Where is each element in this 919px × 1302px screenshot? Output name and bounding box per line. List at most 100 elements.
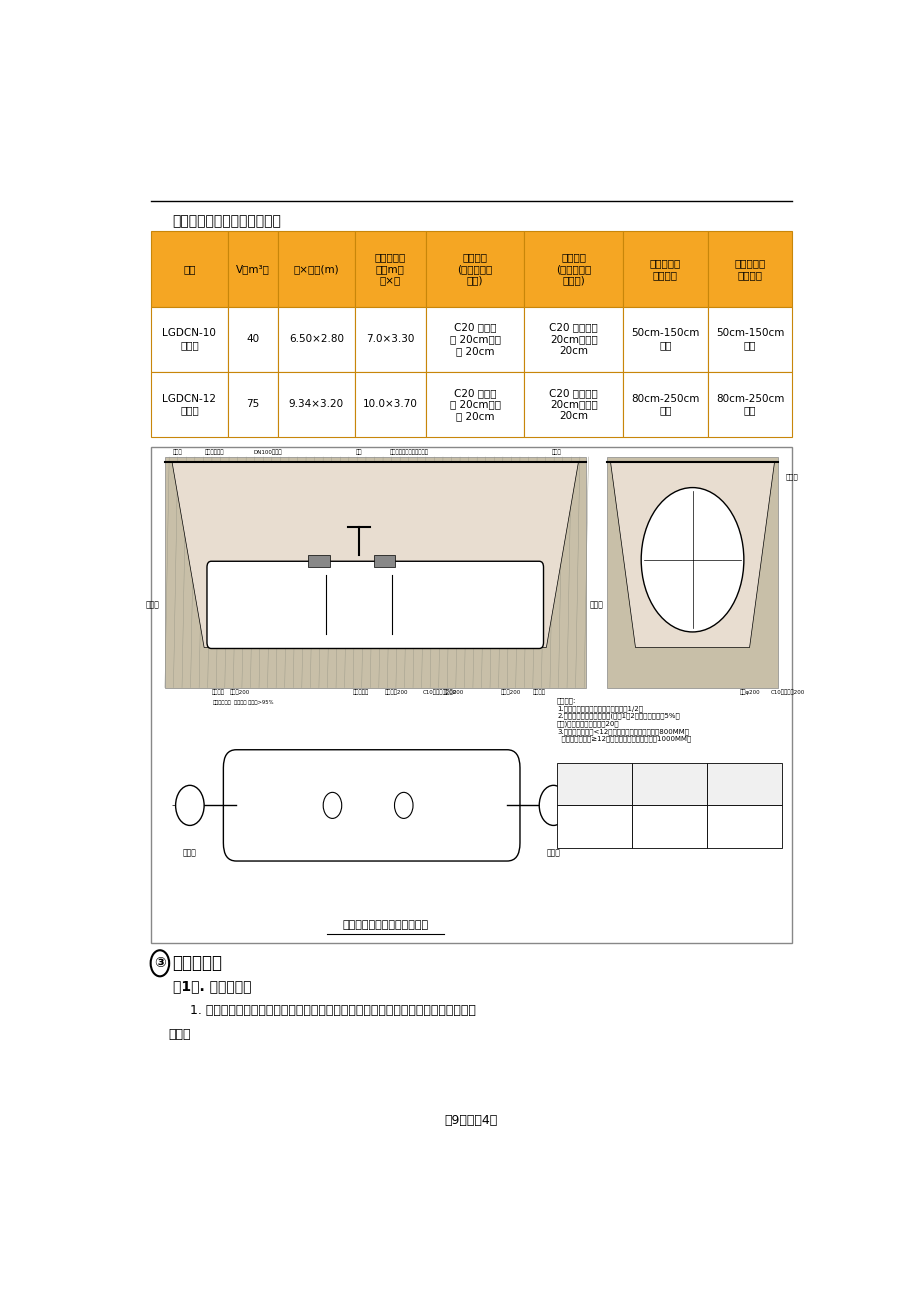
Bar (707, 306, 791, 372)
Text: ③: ③ (153, 956, 165, 970)
Text: 砂垫层200: 砂垫层200 (230, 690, 250, 695)
Circle shape (539, 785, 567, 825)
Text: 40: 40 (246, 335, 259, 344)
Bar (631, 806, 706, 848)
Bar (228, 306, 278, 372)
Text: C20 混凝土
厚 20cm＋黄
砂 20cm: C20 混凝土 厚 20cm＋黄 砂 20cm (449, 323, 500, 355)
Text: 黄土夯实 密实度>95%: 黄土夯实 密实度>95% (234, 699, 274, 704)
Text: 黄土夯实: 黄土夯实 (211, 690, 224, 695)
Text: 、安装流程: 、安装流程 (172, 954, 221, 973)
Text: 外径φ200: 外径φ200 (739, 690, 759, 695)
Text: C10级混凝土200: C10级混凝土200 (770, 690, 804, 695)
Text: 草坪、绿化带: 草坪、绿化带 (205, 449, 224, 454)
Text: 地基要求
(有地下水或
回填土): 地基要求 (有地下水或 回填土) (555, 253, 591, 285)
Text: 消防通道下化粪池安装示意图: 消防通道下化粪池安装示意图 (343, 921, 428, 930)
Bar (706, 806, 781, 848)
Text: 1. 根据信力坚化粪池的型号尺寸进行场地放线，在确定能保证产品尺寸的情况下进行: 1. 根据信力坚化粪池的型号尺寸进行场地放线，在确定能保证产品尺寸的情况下进行 (189, 1004, 475, 1017)
Text: 砂垫层200: 砂垫层200 (500, 690, 520, 695)
Text: 清掏口: 清掏口 (396, 848, 410, 857)
Text: 50cm-150cm
以内: 50cm-150cm 以内 (715, 328, 783, 350)
Circle shape (176, 785, 204, 825)
Text: C20 混凝土厚
20cm＋黄砂
20cm: C20 混凝土厚 20cm＋黄砂 20cm (549, 323, 597, 355)
Text: 人行道、消防通道下安装要求: 人行道、消防通道下安装要求 (172, 215, 280, 228)
Text: 共9页，第4页: 共9页，第4页 (445, 1115, 497, 1128)
Text: DN400: DN400 (732, 824, 755, 829)
Text: 地基无水时
覆土要求: 地基无水时 覆土要求 (649, 258, 680, 280)
Text: 外径φ: 外径φ (686, 547, 698, 552)
Text: 静石垫层200: 静石垫层200 (384, 690, 408, 695)
Bar (278, 372, 355, 437)
Bar (228, 372, 278, 437)
Bar (151, 232, 228, 306)
Bar (165, 457, 585, 687)
Bar (425, 232, 524, 306)
Text: 清掏口直径: 清掏口直径 (732, 781, 754, 788)
Bar (607, 457, 777, 687)
Text: 进水口: 进水口 (183, 848, 197, 857)
Circle shape (323, 793, 341, 819)
Text: 管罩: 管罩 (356, 449, 362, 454)
Bar (151, 447, 791, 943)
FancyBboxPatch shape (223, 750, 519, 861)
Text: 清掏口: 清掏口 (325, 848, 339, 857)
Text: 地基有水时
覆土要求: 地基有水时 覆土要求 (733, 258, 765, 280)
Text: 长×直径(m): 长×直径(m) (293, 264, 339, 273)
Bar (373, 555, 395, 568)
Bar (151, 306, 228, 372)
Text: 用于无地下水: 用于无地下水 (212, 699, 231, 704)
Text: 文字说明:
1.回填土之前必须将化粪池内蓄水至1/2；
2.枝是罐内、外抹防水砂浆(比例1：2，加水泥重量的5%防
水剂)，密勿刷并边抹，厚20；
3.化粪池有: 文字说明: 1.回填土之前必须将化粪池内蓄水至1/2； 2.枝是罐内、外抹防水砂… (557, 698, 690, 742)
Bar (151, 372, 228, 437)
Bar (228, 232, 278, 306)
Text: 地基要求
(无地下水硬
土质): 地基要求 (无地下水硬 土质) (457, 253, 492, 285)
Bar (622, 372, 707, 437)
Text: 双层碳钢高分子井盖及盖座: 双层碳钢高分子井盖及盖座 (389, 449, 427, 454)
Text: 排污井: 排污井 (173, 449, 182, 454)
Circle shape (394, 793, 413, 819)
Text: 底部挖方尺
寸（m）
长×宽: 底部挖方尺 寸（m） 长×宽 (374, 253, 405, 285)
Bar (707, 232, 791, 306)
Text: 黄土夯实: 黄土夯实 (532, 690, 545, 695)
Bar (355, 372, 425, 437)
Bar (622, 232, 707, 306)
Text: 型号: 型号 (183, 264, 196, 273)
Text: Φ700: Φ700 (659, 824, 678, 829)
Text: 75: 75 (246, 400, 259, 409)
Text: 用于地下水: 用于地下水 (353, 690, 369, 695)
Text: 6.50×2.80: 6.50×2.80 (289, 335, 344, 344)
Text: LGDCN-10
化粪池: LGDCN-10 化粪池 (163, 328, 216, 350)
Text: 排污井: 排污井 (551, 449, 562, 454)
Circle shape (151, 950, 169, 976)
Text: LGDCN-12
化粪池: LGDCN-12 化粪池 (163, 393, 216, 415)
Bar (631, 763, 706, 806)
Bar (557, 806, 631, 848)
Bar (706, 763, 781, 806)
Text: 500~2000: 500~2000 (575, 824, 612, 829)
Polygon shape (172, 462, 578, 647)
Text: 挖槽；: 挖槽； (168, 1029, 191, 1042)
Text: C20 混凝土厚
20cm＋黄砂
20cm: C20 混凝土厚 20cm＋黄砂 20cm (549, 388, 597, 421)
Text: 80cm-250cm
以内: 80cm-250cm 以内 (715, 393, 783, 415)
Text: C20 混凝土
厚 20cm＋黄
砂 20cm: C20 混凝土 厚 20cm＋黄 砂 20cm (449, 388, 500, 421)
Bar (278, 306, 355, 372)
Text: 9.34×3.20: 9.34×3.20 (289, 400, 344, 409)
Text: 80cm-250cm
以内: 80cm-250cm 以内 (630, 393, 698, 415)
Text: 排污井直径: 排污井直径 (658, 781, 679, 788)
Text: 进水口: 进水口 (145, 600, 159, 609)
Text: 砂垫层200: 砂垫层200 (443, 690, 463, 695)
Text: 10.0×3.70: 10.0×3.70 (363, 400, 417, 409)
Text: C10级混凝土200: C10级混凝土200 (422, 690, 456, 695)
Bar (425, 372, 524, 437)
Bar (707, 372, 791, 437)
Circle shape (641, 487, 743, 631)
Bar (355, 232, 425, 306)
Bar (278, 232, 355, 306)
FancyBboxPatch shape (207, 561, 543, 648)
Bar (524, 306, 622, 372)
Text: 出水口: 出水口 (588, 600, 602, 609)
Bar (425, 306, 524, 372)
Bar (355, 306, 425, 372)
Text: DN100通气管: DN100通气管 (254, 449, 282, 454)
Bar (524, 232, 622, 306)
Bar (308, 555, 329, 568)
Text: 覆土总厚度: 覆土总厚度 (584, 781, 605, 788)
